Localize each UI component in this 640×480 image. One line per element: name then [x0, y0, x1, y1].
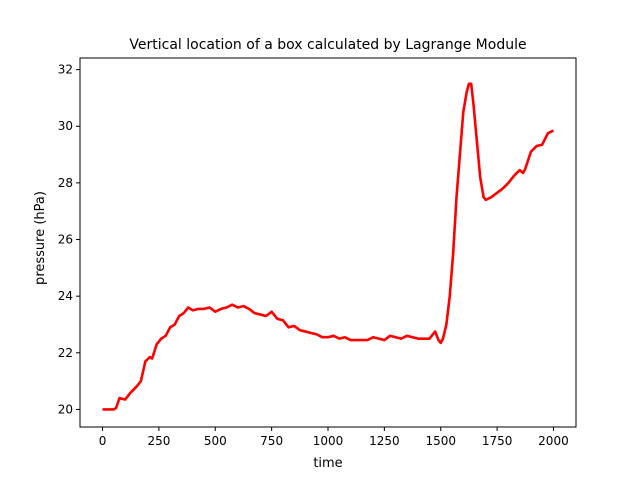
plot-frame — [79, 57, 577, 428]
x-tick-label: 1000 — [313, 434, 344, 448]
y-axis-label: pressure (hPa) — [33, 191, 48, 285]
y-tick-label: 28 — [58, 176, 73, 190]
y-tick-label: 24 — [58, 289, 73, 303]
x-tick-label: 1500 — [425, 434, 456, 448]
x-tick-label: 2000 — [538, 434, 569, 448]
x-tick-label: 750 — [260, 434, 283, 448]
x-tick-label: 0 — [99, 434, 107, 448]
y-tick-label: 20 — [58, 402, 73, 416]
y-tick-label: 32 — [58, 63, 73, 77]
y-tick-label: 26 — [58, 233, 73, 247]
y-tick-label: 22 — [58, 346, 73, 360]
x-tick-label: 1750 — [482, 434, 513, 448]
x-axis-label: time — [313, 456, 342, 471]
x-tick-label: 1250 — [369, 434, 400, 448]
chart-title: Vertical location of a box calculated by… — [129, 37, 526, 53]
data-line — [102, 82, 555, 411]
y-tick-label: 30 — [58, 119, 73, 133]
x-tick-label: 250 — [147, 434, 170, 448]
x-tick-label: 500 — [204, 434, 227, 448]
